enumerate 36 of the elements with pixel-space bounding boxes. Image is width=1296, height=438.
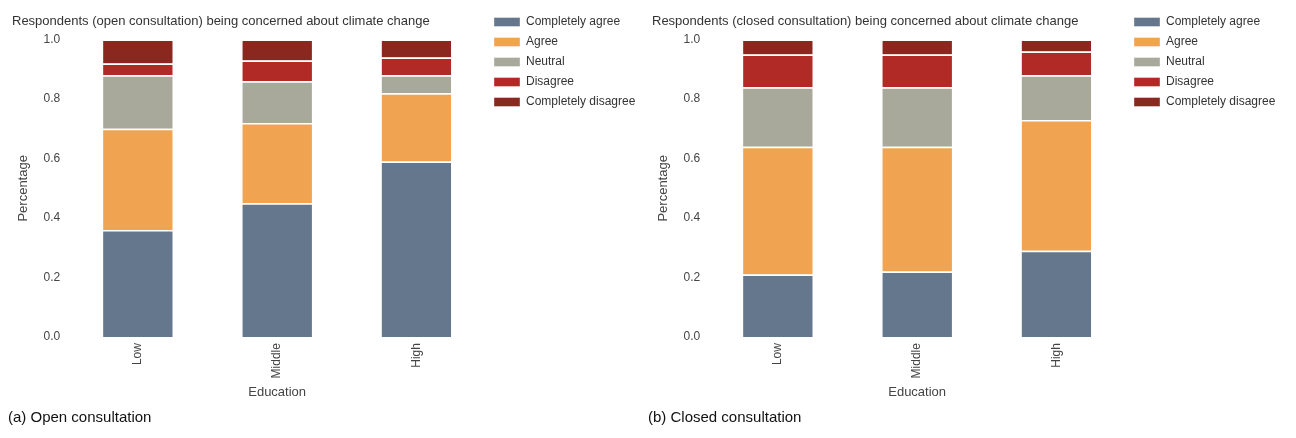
chart-title: Respondents (closed consultation) being concerned about climate change (652, 13, 1079, 29)
y-tick-label: 0.6 (43, 150, 61, 165)
y-tick-label: 0.4 (683, 210, 701, 225)
x-tick-label: Middle (909, 342, 924, 379)
legend-label: Completely agree (1166, 14, 1261, 29)
y-tick-label: 0.0 (683, 329, 701, 344)
x-tick-label: High (1048, 343, 1063, 368)
y-tick-label: 0.2 (683, 269, 701, 284)
y-axis-title: Percentage (15, 155, 31, 222)
x-tick-label: Low (130, 342, 145, 366)
text: (b) Closed consultation (648, 408, 803, 425)
y-tick-label: 0.4 (43, 210, 61, 225)
y-tick-label: 0.0 (43, 329, 61, 344)
y-tick-label: 1.0 (683, 31, 701, 46)
legend-label: Neutral (526, 54, 565, 69)
x-axis-title: Education (888, 383, 947, 399)
x-axis-title: Education (248, 383, 307, 399)
legend-label: Disagree (1166, 74, 1215, 89)
x-tick-label: Low (770, 342, 785, 366)
y-axis-title: Percentage (655, 155, 671, 222)
x-tick-label: Middle (269, 342, 284, 379)
y-tick-label: 1.0 (43, 31, 61, 46)
y-tick-label: 0.2 (43, 269, 61, 284)
legend-label: Agree (1166, 34, 1199, 49)
legend-label: Agree (526, 34, 559, 49)
legend-label: Completely agree (526, 14, 621, 29)
legend-label: Completely disagree (526, 94, 636, 109)
x-tick-label: High (408, 343, 423, 368)
y-tick-label: 0.6 (683, 150, 701, 165)
chart-title: Respondents (open consultation) being concerned about climate change (12, 13, 430, 29)
legend-label: Completely disagree (1166, 94, 1276, 109)
legend-label: Neutral (1166, 54, 1205, 69)
legend-label: Disagree (526, 74, 575, 89)
text: (a) Open consultation (8, 408, 153, 425)
y-tick-label: 0.8 (43, 91, 61, 106)
y-tick-label: 0.8 (683, 91, 701, 106)
